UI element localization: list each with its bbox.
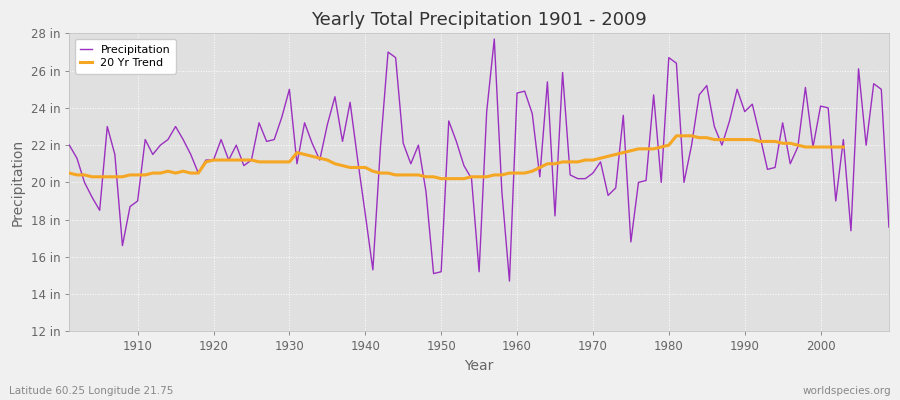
Line: 20 Yr Trend: 20 Yr Trend — [69, 136, 843, 179]
Line: Precipitation: Precipitation — [69, 39, 889, 281]
20 Yr Trend — [671, 134, 682, 138]
20 Yr Trend — [800, 145, 811, 150]
Precipitation — [526, 111, 537, 116]
Text: worldspecies.org: worldspecies.org — [803, 386, 891, 396]
Precipitation — [504, 279, 515, 284]
Precipitation — [124, 204, 135, 209]
X-axis label: Year: Year — [464, 359, 494, 373]
20 Yr Trend — [762, 139, 773, 144]
Text: Latitude 60.25 Longitude 21.75: Latitude 60.25 Longitude 21.75 — [9, 386, 174, 396]
20 Yr Trend — [519, 171, 530, 176]
Precipitation — [338, 139, 348, 144]
20 Yr Trend — [778, 141, 788, 146]
Precipitation — [292, 161, 302, 166]
20 Yr Trend — [64, 171, 75, 176]
Legend: Precipitation, 20 Yr Trend: Precipitation, 20 Yr Trend — [75, 39, 176, 74]
20 Yr Trend — [276, 160, 287, 164]
Precipitation — [519, 89, 530, 94]
Title: Yearly Total Precipitation 1901 - 2009: Yearly Total Precipitation 1901 - 2009 — [311, 11, 647, 29]
20 Yr Trend — [785, 141, 796, 146]
20 Yr Trend — [436, 176, 446, 181]
Precipitation — [64, 143, 75, 148]
Precipitation — [618, 113, 629, 118]
Precipitation — [489, 37, 500, 42]
20 Yr Trend — [838, 145, 849, 150]
Y-axis label: Precipitation: Precipitation — [11, 139, 25, 226]
Precipitation — [884, 225, 895, 230]
